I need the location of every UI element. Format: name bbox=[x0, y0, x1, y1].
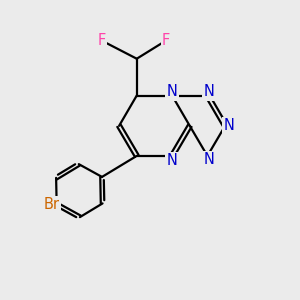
Text: N: N bbox=[203, 152, 214, 167]
Text: N: N bbox=[167, 153, 178, 168]
Text: N: N bbox=[223, 118, 234, 134]
Text: F: F bbox=[162, 33, 170, 48]
Text: Br: Br bbox=[44, 197, 59, 212]
Text: N: N bbox=[167, 85, 178, 100]
Text: F: F bbox=[97, 33, 106, 48]
Text: N: N bbox=[203, 85, 214, 100]
